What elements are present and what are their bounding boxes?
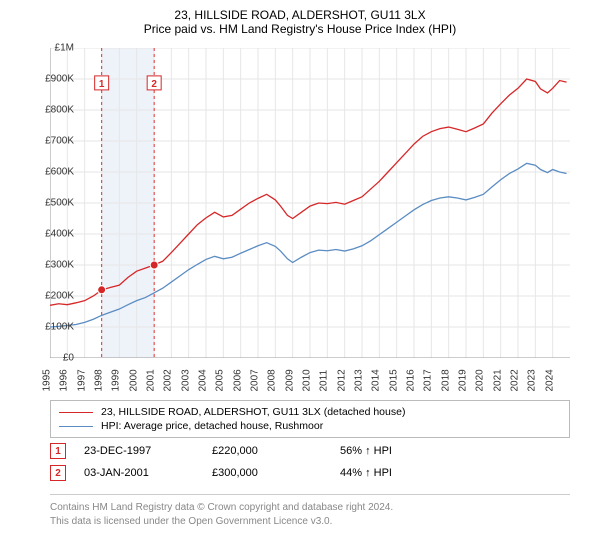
y-tick-label: £800K xyxy=(30,105,74,116)
x-tick-label: 2012 xyxy=(336,369,347,391)
footer-line1: Contains HM Land Registry data © Crown c… xyxy=(50,501,570,515)
transaction-pct: 44% ↑ HPI xyxy=(340,467,468,479)
x-tick-label: 2022 xyxy=(510,369,521,391)
x-tick-label: 2011 xyxy=(319,370,330,392)
transaction-marker: 2 xyxy=(50,465,66,481)
transaction-price: £300,000 xyxy=(212,467,340,479)
x-tick-label: 2024 xyxy=(544,369,555,391)
y-tick-label: £100K xyxy=(30,322,74,333)
x-tick-label: 1999 xyxy=(111,369,122,391)
x-tick-label: 2010 xyxy=(302,369,313,391)
chart-title: 23, HILLSIDE ROAD, ALDERSHOT, GU11 3LX xyxy=(0,0,600,22)
x-tick-label: 2003 xyxy=(180,369,191,391)
transactions-table: 1 23-DEC-1997£220,00056% ↑ HPI 2 03-JAN-200… xyxy=(50,440,570,484)
y-tick-label: £600K xyxy=(30,167,74,178)
x-tick-label: 2023 xyxy=(527,369,538,391)
x-tick-label: 2002 xyxy=(163,369,174,391)
chart-svg: 12 xyxy=(50,48,570,358)
y-tick-label: £700K xyxy=(30,136,74,147)
y-tick-label: £200K xyxy=(30,291,74,302)
transaction-row: 1 23-DEC-1997£220,00056% ↑ HPI xyxy=(50,440,570,462)
legend: 23, HILLSIDE ROAD, ALDERSHOT, GU11 3LX (… xyxy=(50,400,570,438)
svg-text:2: 2 xyxy=(151,79,157,90)
footer-line2: This data is licensed under the Open Gov… xyxy=(50,515,570,529)
x-tick-label: 2005 xyxy=(215,369,226,391)
x-tick-label: 2014 xyxy=(371,369,382,391)
y-tick-label: £400K xyxy=(30,229,74,240)
x-tick-label: 1997 xyxy=(76,369,87,391)
y-tick-label: £500K xyxy=(30,198,74,209)
x-tick-label: 2020 xyxy=(475,369,486,391)
transaction-marker: 1 xyxy=(50,443,66,459)
x-tick-label: 2017 xyxy=(423,369,434,391)
legend-swatch xyxy=(59,412,93,413)
transaction-pct: 56% ↑ HPI xyxy=(340,445,468,457)
x-tick-label: 1996 xyxy=(59,369,70,391)
legend-item: 23, HILLSIDE ROAD, ALDERSHOT, GU11 3LX (… xyxy=(59,405,561,419)
x-tick-label: 2007 xyxy=(250,369,261,391)
x-tick-label: 2016 xyxy=(406,369,417,391)
svg-text:1: 1 xyxy=(99,79,105,90)
x-tick-label: 2021 xyxy=(492,369,503,391)
x-tick-label: 2013 xyxy=(354,369,365,391)
x-tick-label: 2008 xyxy=(267,369,278,391)
x-tick-label: 2001 xyxy=(146,369,157,391)
footer: Contains HM Land Registry data © Crown c… xyxy=(50,494,570,528)
x-tick-label: 1998 xyxy=(94,369,105,391)
x-tick-label: 2015 xyxy=(388,369,399,391)
x-tick-label: 2019 xyxy=(458,369,469,391)
chart-subtitle: Price paid vs. HM Land Registry's House … xyxy=(0,22,600,42)
y-tick-label: £900K xyxy=(30,74,74,85)
x-tick-label: 2004 xyxy=(198,369,209,391)
transaction-price: £220,000 xyxy=(212,445,340,457)
x-tick-label: 2018 xyxy=(440,369,451,391)
transaction-date: 23-DEC-1997 xyxy=(84,445,212,457)
y-tick-label: £300K xyxy=(30,260,74,271)
chart-container: 23, HILLSIDE ROAD, ALDERSHOT, GU11 3LX P… xyxy=(0,0,600,560)
transaction-row: 2 03-JAN-2001£300,00044% ↑ HPI xyxy=(50,462,570,484)
legend-item: HPI: Average price, detached house, Rush… xyxy=(59,419,561,433)
x-tick-label: 1995 xyxy=(42,369,53,391)
legend-swatch xyxy=(59,426,93,427)
chart-area: 12 xyxy=(50,48,570,358)
x-tick-label: 2000 xyxy=(128,369,139,391)
legend-label: HPI: Average price, detached house, Rush… xyxy=(101,420,323,432)
x-axis-labels: 1995199619971998199920002001200220032004… xyxy=(50,358,570,394)
y-tick-label: £1M xyxy=(30,43,74,54)
x-tick-label: 2006 xyxy=(232,369,243,391)
x-tick-label: 2009 xyxy=(284,369,295,391)
legend-label: 23, HILLSIDE ROAD, ALDERSHOT, GU11 3LX (… xyxy=(101,406,405,418)
transaction-date: 03-JAN-2001 xyxy=(84,467,212,479)
